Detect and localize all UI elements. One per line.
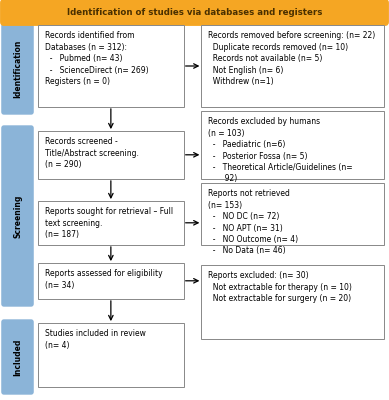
FancyBboxPatch shape bbox=[2, 320, 33, 394]
Text: Records removed before screening: (n= 22)
  Duplicate records removed (n= 10)
  : Records removed before screening: (n= 22… bbox=[208, 31, 375, 86]
FancyBboxPatch shape bbox=[201, 25, 384, 107]
Text: Records excluded by humans
(n = 103)
  -   Paediatric (n=6)
  -   Posterior Foss: Records excluded by humans (n = 103) - P… bbox=[208, 117, 353, 184]
Text: Records identified from
Databases (n = 312):
  -   Pubmed (n= 43)
  -   ScienceD: Records identified from Databases (n = 3… bbox=[45, 31, 148, 86]
Text: Reports not retrieved
(n= 153)
  -   NO DC (n= 72)
  -   NO APT (n= 31)
  -   NO: Reports not retrieved (n= 153) - NO DC (… bbox=[208, 189, 298, 256]
FancyBboxPatch shape bbox=[2, 126, 33, 306]
Text: Identification: Identification bbox=[13, 40, 22, 98]
FancyBboxPatch shape bbox=[201, 111, 384, 179]
Text: Reports sought for retrieval – Full
text screening.
(n= 187): Reports sought for retrieval – Full text… bbox=[45, 207, 173, 239]
FancyBboxPatch shape bbox=[38, 131, 184, 179]
FancyBboxPatch shape bbox=[38, 323, 184, 387]
Text: Included: Included bbox=[13, 338, 22, 376]
FancyBboxPatch shape bbox=[38, 25, 184, 107]
FancyBboxPatch shape bbox=[2, 24, 33, 114]
FancyBboxPatch shape bbox=[201, 265, 384, 339]
FancyBboxPatch shape bbox=[38, 201, 184, 245]
FancyBboxPatch shape bbox=[201, 183, 384, 245]
FancyBboxPatch shape bbox=[38, 263, 184, 299]
Text: Studies included in review
(n= 4): Studies included in review (n= 4) bbox=[45, 329, 145, 350]
Text: Reports excluded: (n= 30)
  Not extractable for therapy (n = 10)
  Not extractab: Reports excluded: (n= 30) Not extractabl… bbox=[208, 271, 352, 303]
Text: Screening: Screening bbox=[13, 194, 22, 238]
FancyBboxPatch shape bbox=[1, 0, 388, 25]
Text: Records screened -
Title/Abstract screening.
(n = 290): Records screened - Title/Abstract screen… bbox=[45, 137, 138, 169]
Text: Reports assessed for eligibility
(n= 34): Reports assessed for eligibility (n= 34) bbox=[45, 269, 162, 290]
Text: Identification of studies via databases and registers: Identification of studies via databases … bbox=[67, 8, 322, 17]
